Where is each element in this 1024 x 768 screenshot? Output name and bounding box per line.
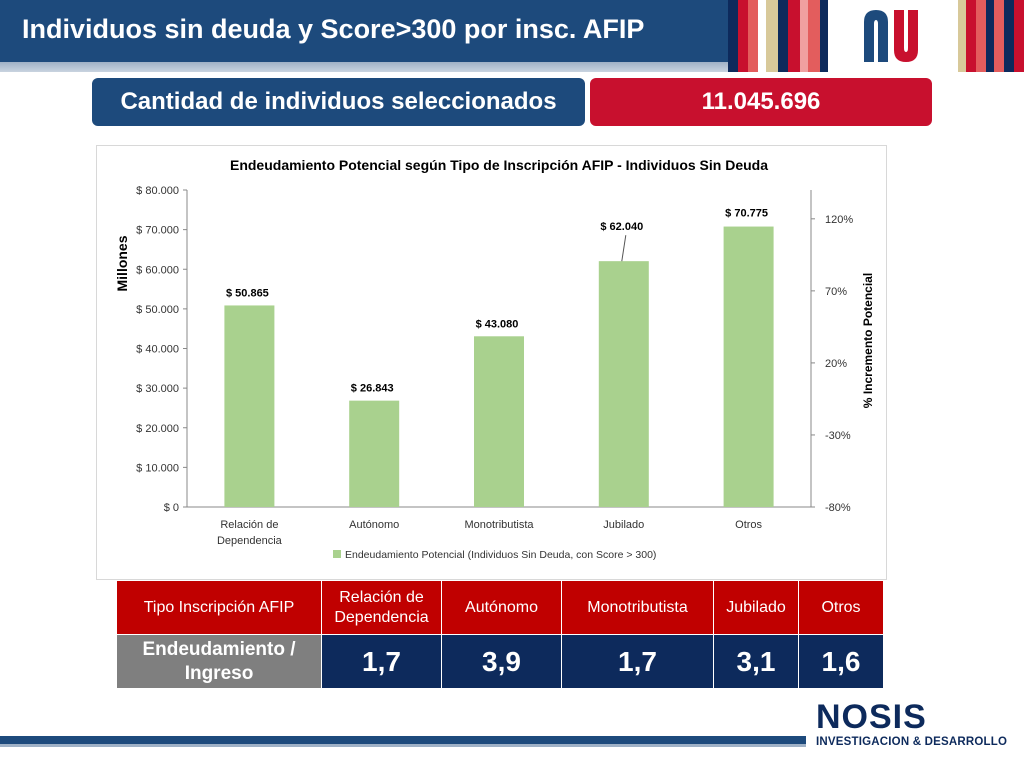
data-label: $ 62.040 xyxy=(600,221,643,233)
page-title: Individuos sin deuda y Score>300 por ins… xyxy=(22,14,645,44)
table-column-header: Relación de Dependencia xyxy=(321,580,442,635)
y-tick-label: $ 0 xyxy=(164,502,179,514)
footer-bar xyxy=(0,736,806,744)
decorative-stripes-left xyxy=(728,0,828,72)
data-label: $ 50.865 xyxy=(226,287,269,299)
x-tick-label: Autónomo xyxy=(349,519,399,531)
footer-bar-accent xyxy=(0,744,806,747)
y-axis-label: Millones xyxy=(114,235,130,291)
bar xyxy=(474,336,524,507)
nu-logo-icon xyxy=(864,10,918,62)
chart-panel: Endeudamiento Potencial según Tipo de In… xyxy=(96,145,887,580)
table-cell: 1,7 xyxy=(561,634,714,689)
legend-swatch xyxy=(333,550,341,558)
table-column-header: Otros xyxy=(798,580,884,635)
nosis-logo: NOSIS INVESTIGACION & DESARROLLO xyxy=(816,700,1007,748)
table-column-header: Monotributista xyxy=(561,580,714,635)
y-tick-label: $ 30.000 xyxy=(136,383,179,395)
legend-entry: Endeudamiento Potencial (Individuos Sin … xyxy=(345,549,656,561)
y2-tick-label: 70% xyxy=(825,286,847,298)
table-row-label: Endeudamiento / Ingreso xyxy=(116,634,322,689)
decorative-stripes-right xyxy=(958,0,1024,72)
table-cell: 1,7 xyxy=(321,634,442,689)
header-underline xyxy=(0,62,1024,72)
y2-tick-label: 120% xyxy=(825,214,853,226)
bar-chart: Endeudamiento Potencial según Tipo de In… xyxy=(114,157,875,561)
y-tick-label: $ 60.000 xyxy=(136,264,179,276)
x-tick-label: Otros xyxy=(735,519,762,531)
table-column-header: Autónomo xyxy=(441,580,562,635)
brand-logo-box xyxy=(828,0,958,72)
table-cell: 3,9 xyxy=(441,634,562,689)
data-label: $ 70.775 xyxy=(725,208,768,220)
y-tick-label: $ 40.000 xyxy=(136,344,179,356)
table-column-header: Jubilado xyxy=(713,580,799,635)
data-label-leader xyxy=(621,235,627,262)
data-label: $ 26.843 xyxy=(351,383,394,395)
y-tick-label: $ 50.000 xyxy=(136,304,179,316)
x-tick-label: Relación de xyxy=(220,519,278,531)
y-tick-label: $ 70.000 xyxy=(136,225,179,237)
data-label: $ 43.080 xyxy=(476,318,519,330)
selected-count-label: Cantidad de individuos seleccionados xyxy=(92,78,585,126)
ratio-table: Tipo Inscripción AFIP Relación de Depend… xyxy=(116,580,884,689)
y-tick-label: $ 10.000 xyxy=(136,462,179,474)
x-tick-label: Jubilado xyxy=(603,519,644,531)
x-tick-label: Dependencia xyxy=(217,535,283,547)
bar xyxy=(349,400,400,507)
y2-tick-label: -30% xyxy=(825,430,851,442)
y-tick-label: $ 20.000 xyxy=(136,423,179,435)
y2-axis-label: % Incremento Potencial xyxy=(861,273,875,408)
selected-count-value: 11.045.696 xyxy=(590,78,932,126)
nosis-brand-name: NOSIS xyxy=(816,698,927,736)
y2-tick-label: -80% xyxy=(825,502,851,514)
y2-tick-label: 20% xyxy=(825,358,847,370)
x-tick-label: Monotributista xyxy=(464,519,534,531)
table-cell: 1,6 xyxy=(798,634,884,689)
bar xyxy=(598,261,649,507)
y-tick-label: $ 80.000 xyxy=(136,185,179,197)
chart-title: Endeudamiento Potencial según Tipo de In… xyxy=(230,157,768,173)
table-row: Endeudamiento / Ingreso 1,7 3,9 1,7 3,1 … xyxy=(116,634,884,689)
nosis-tagline: INVESTIGACION & DESARROLLO xyxy=(816,736,1008,748)
bar xyxy=(723,226,774,507)
bar xyxy=(224,305,275,507)
table-header-label: Tipo Inscripción AFIP xyxy=(116,580,322,635)
table-cell: 3,1 xyxy=(713,634,799,689)
table-header-row: Tipo Inscripción AFIP Relación de Depend… xyxy=(116,580,884,635)
